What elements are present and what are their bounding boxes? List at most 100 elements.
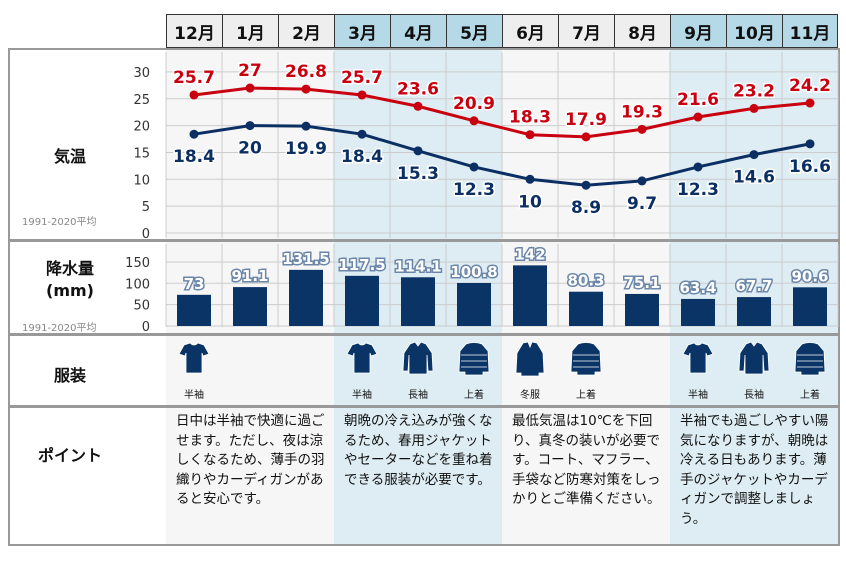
data-label-min: 18.4 — [173, 147, 215, 167]
bar-label: 63.4 — [679, 279, 716, 297]
month-column — [670, 48, 726, 546]
month-column — [726, 48, 782, 546]
month-header: 12月 — [166, 14, 222, 48]
jacket-icon — [794, 341, 826, 381]
data-point-min — [805, 139, 815, 149]
month-header: 4月 — [390, 14, 446, 48]
month-header: 7月 — [558, 14, 614, 48]
data-point-min — [581, 180, 591, 190]
data-point-min — [413, 146, 423, 156]
data-point-max — [245, 83, 255, 93]
data-point-min — [637, 176, 647, 186]
y-tick-label: 15 — [133, 146, 150, 161]
data-label-min: 12.3 — [677, 180, 719, 200]
month-header: 5月 — [446, 14, 502, 48]
point-text: 日中は半袖で快適に過ごせます。ただし、夜は涼しくなるため、薄手の羽織りやカーディ… — [176, 413, 325, 507]
y-tick-label: 0 — [142, 320, 150, 335]
data-label-min: 14.6 — [733, 168, 775, 188]
data-point-max — [189, 90, 199, 100]
data-label-max: 25.7 — [173, 68, 215, 88]
bar-label: 91.1 — [231, 267, 268, 285]
data-label-min: 16.6 — [789, 157, 831, 177]
data-label-min: 8.9 — [571, 198, 601, 218]
data-point-max — [693, 112, 703, 122]
y-tick-label: 5 — [142, 200, 150, 215]
month-header: 2月 — [278, 14, 334, 48]
period-note: 1991-2020平均 — [22, 217, 97, 228]
data-label-min: 15.3 — [397, 164, 439, 184]
bar-label: 100.8 — [450, 263, 497, 281]
data-point-max — [301, 84, 311, 94]
long-sleeve-shirt-icon — [402, 341, 434, 381]
jacket-icon — [458, 341, 490, 381]
winter-coat-icon — [514, 341, 546, 381]
chart-frame — [8, 48, 840, 546]
data-label-max: 19.3 — [621, 102, 663, 122]
bar-label: 73 — [184, 275, 205, 293]
data-label-max: 17.9 — [565, 110, 607, 130]
clothing-row-label: 服装 — [53, 366, 86, 385]
row-divider — [8, 333, 840, 336]
clothing-label: 半袖 — [352, 390, 372, 401]
y-tick-label: 10 — [133, 173, 150, 188]
data-label-max: 26.8 — [285, 62, 327, 82]
month-header: 11月 — [782, 14, 838, 48]
y-tick-label: 20 — [133, 120, 150, 135]
series-line-min — [193, 124, 811, 187]
precip-bar — [233, 287, 267, 326]
month-header: 3月 — [334, 14, 390, 48]
data-label-min: 19.9 — [285, 139, 327, 159]
clothing-label: 長袖 — [408, 390, 428, 401]
clothing-label: 長袖 — [744, 390, 764, 401]
data-point-min — [693, 162, 703, 172]
data-label-max: 21.6 — [677, 90, 719, 110]
precip-row-label: 降水量 (mm) — [45, 259, 94, 300]
series-line-max — [193, 86, 811, 139]
clothing-label: 上着 — [800, 390, 820, 401]
long-sleeve-shirt-icon — [738, 341, 770, 381]
data-point-max — [581, 132, 591, 142]
data-point-min — [357, 129, 367, 139]
tshirt-icon — [346, 341, 378, 381]
data-label-max: 24.2 — [789, 76, 831, 96]
data-point-max — [749, 103, 759, 113]
data-point-max — [805, 98, 815, 108]
bar-label: 75.1 — [623, 274, 660, 292]
data-label-min: 18.4 — [341, 147, 383, 167]
period-note: 1991-2020平均 — [22, 323, 97, 334]
month-header: 8月 — [614, 14, 670, 48]
point-text: 最低気温は10℃を下回り、真冬の装いが必要です。コート、マフラー、手袋など防寒対… — [512, 413, 661, 507]
precip-bar — [345, 275, 379, 326]
clothing-label: 冬服 — [520, 390, 540, 401]
jacket-icon — [570, 341, 602, 381]
data-point-min — [301, 121, 311, 131]
data-point-min — [469, 162, 479, 172]
data-point-min — [189, 129, 199, 139]
bar-label: 114.1 — [394, 257, 441, 275]
clothing-label: 半袖 — [184, 390, 204, 401]
data-label-max: 25.7 — [341, 68, 383, 88]
y-tick-label: 100 — [125, 277, 150, 292]
month-header: 1月 — [222, 14, 278, 48]
data-label-max: 27 — [238, 61, 262, 81]
month-header: 6月 — [502, 14, 558, 48]
bar-label: 131.5 — [282, 250, 329, 268]
row-divider — [8, 239, 840, 242]
data-point-max — [525, 130, 535, 140]
data-label-min: 12.3 — [453, 180, 495, 200]
clothing-label: 半袖 — [688, 390, 708, 401]
bar-label: 117.5 — [338, 256, 385, 274]
precip-bar — [401, 277, 435, 326]
data-label-max: 23.2 — [733, 81, 775, 101]
bar-label: 142 — [514, 245, 545, 263]
clothing-label: 上着 — [576, 390, 596, 401]
data-label-min: 20 — [238, 139, 262, 159]
point-text: 半袖でも過ごしやすい陽気になりますが、朝晩は冷える日もあります。薄手のジャケット… — [680, 413, 829, 527]
data-point-min — [749, 150, 759, 160]
month-header: 9月 — [670, 14, 726, 48]
precip-bar — [513, 265, 547, 326]
precip-bar — [681, 298, 715, 326]
bar-label: 67.7 — [735, 277, 772, 295]
precip-bar — [289, 269, 323, 326]
